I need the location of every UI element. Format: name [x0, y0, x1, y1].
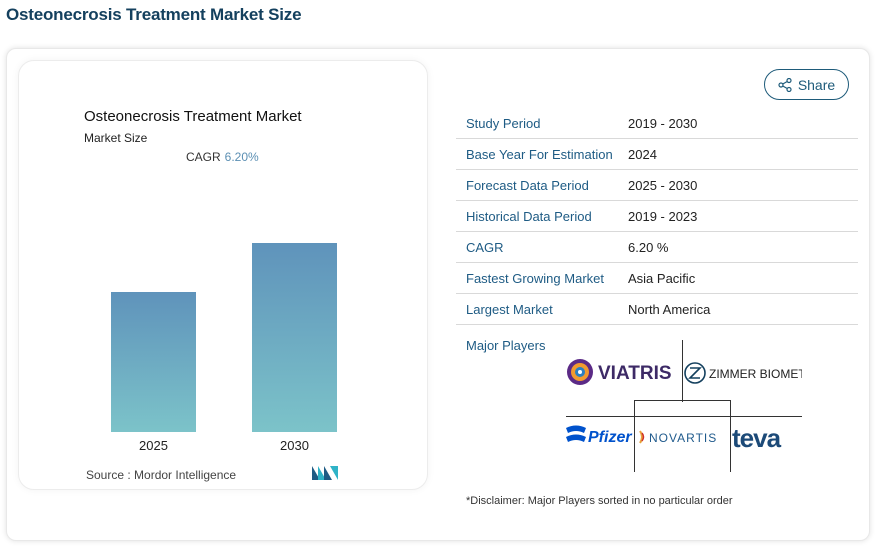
- grid-divider: [634, 400, 730, 401]
- table-row: Fastest Growing Market Asia Pacific: [456, 263, 858, 294]
- row-value: 6.20 %: [628, 239, 669, 255]
- row-label: Largest Market: [466, 301, 553, 317]
- table-row: Historical Data Period 2019 - 2023: [456, 201, 858, 232]
- chart-cagr: CAGR 6.20%: [186, 150, 259, 164]
- bar-2025: [111, 292, 196, 432]
- grid-divider: [682, 340, 683, 402]
- row-value: 2019 - 2023: [628, 208, 698, 224]
- row-label: Forecast Data Period: [466, 177, 589, 193]
- table-row: Largest Market North America: [456, 294, 858, 325]
- cagr-label: CAGR: [186, 150, 221, 164]
- table-row: CAGR 6.20 %: [456, 232, 858, 263]
- row-value: 2019 - 2030: [628, 115, 698, 131]
- grid-divider: [566, 416, 802, 417]
- novartis-logo: NOVARTIS: [639, 430, 717, 445]
- x-tick-label: 2025: [139, 438, 168, 453]
- bar-chart: 2025 2030: [111, 243, 337, 453]
- table-row: Study Period 2019 - 2030: [456, 108, 858, 139]
- row-label: Fastest Growing Market: [466, 270, 604, 286]
- teva-logo: teva: [732, 423, 783, 453]
- zimmer-biomet-logo-text: ZIMMER BIOMET: [709, 367, 802, 381]
- viatris-logo: VIATRIS: [567, 359, 672, 385]
- mordor-intelligence-logo: [312, 466, 338, 480]
- share-button[interactable]: Share: [764, 69, 849, 100]
- chart-source: Source : Mordor Intelligence: [86, 468, 237, 482]
- share-icon: [778, 77, 792, 92]
- share-label: Share: [797, 76, 836, 93]
- chart-card: [18, 60, 428, 490]
- novartis-logo-text: NOVARTIS: [649, 431, 717, 445]
- page-title: Osteonecrosis Treatment Market Size: [6, 5, 302, 24]
- major-players-grid: VIATRIS ZIMMER BIOMET Pfizer NOVARTIS te…: [562, 340, 802, 475]
- teva-logo-text: teva: [732, 423, 782, 453]
- row-label: Base Year For Estimation: [466, 146, 613, 162]
- cagr-value: 6.20%: [224, 150, 259, 164]
- viatris-logo-text: VIATRIS: [598, 363, 672, 384]
- row-value: 2025 - 2030: [628, 177, 698, 193]
- grid-divider: [730, 400, 731, 472]
- row-label: Historical Data Period: [466, 208, 592, 224]
- bar-2030: [252, 243, 337, 432]
- disclaimer-text: *Disclaimer: Major Players sorted in no …: [466, 495, 733, 507]
- market-info-table: Study Period 2019 - 2030 Base Year For E…: [456, 108, 858, 325]
- pfizer-logo-text: Pfizer: [588, 429, 632, 446]
- zimmer-biomet-logo: ZIMMER BIOMET: [684, 362, 802, 384]
- x-tick-label: 2030: [280, 438, 309, 453]
- row-value: 2024: [628, 146, 657, 162]
- table-row: Forecast Data Period 2025 - 2030: [456, 170, 858, 201]
- pfizer-logo: Pfizer: [566, 425, 632, 446]
- row-value: Asia Pacific: [628, 270, 696, 286]
- table-row: Base Year For Estimation 2024: [456, 139, 858, 170]
- chart-title: Osteonecrosis Treatment Market: [84, 108, 302, 125]
- row-label: Study Period: [466, 115, 541, 131]
- chart-subtitle: Market Size: [84, 131, 148, 145]
- major-players-label: Major Players: [466, 338, 546, 353]
- row-label: CAGR: [466, 239, 504, 255]
- row-value: North America: [628, 301, 711, 317]
- grid-divider: [634, 400, 635, 472]
